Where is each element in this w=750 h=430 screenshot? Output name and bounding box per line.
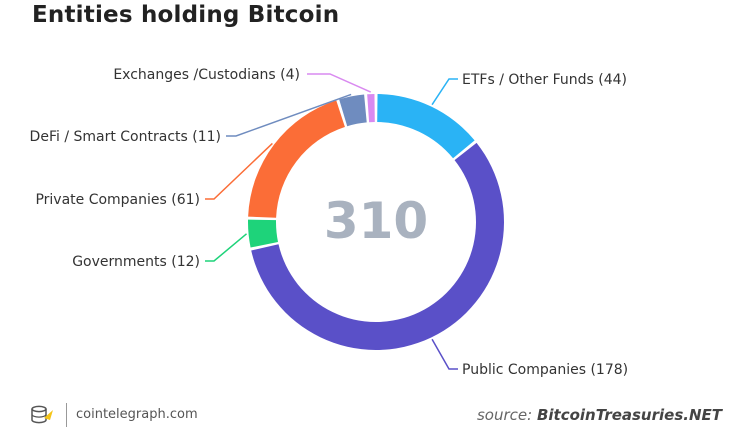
leader-private-companies xyxy=(205,142,273,200)
label-etfs-other-funds: ETFs / Other Funds (44) xyxy=(462,72,627,88)
slice-governments xyxy=(247,219,279,248)
leader-governments xyxy=(205,233,248,262)
slice-public-companies xyxy=(251,142,505,351)
leader-public-companies xyxy=(431,338,458,370)
leader-exchanges-custodians xyxy=(307,73,372,93)
source-name: BitcoinTreasuries.NET xyxy=(536,406,722,424)
cointelegraph-logo-icon xyxy=(31,405,53,424)
donut-slices xyxy=(247,94,505,351)
label-exchanges-custodians: Exchanges /Custodians (4) xyxy=(113,67,300,83)
label-public-companies: Public Companies (178) xyxy=(462,362,628,378)
slice-private-companies xyxy=(248,100,345,218)
chart-title: Entities holding Bitcoin xyxy=(32,2,340,28)
slice-etfs-other-funds xyxy=(377,94,475,159)
center-total: 310 xyxy=(324,192,428,250)
footer-site-link[interactable]: cointelegraph.com xyxy=(76,407,198,422)
label-governments: Governments (12) xyxy=(72,254,200,270)
label-private-companies: Private Companies (61) xyxy=(35,192,200,208)
slice-defi-smart-contracts xyxy=(339,94,367,127)
donut-chart: ETFs / Other Funds (44) Public Companies … xyxy=(30,67,629,378)
leader-etfs-other-funds xyxy=(431,78,458,106)
source-prefix: source: xyxy=(476,406,533,424)
footer-divider xyxy=(66,403,67,427)
leader-lines xyxy=(205,73,458,370)
slice-labels: ETFs / Other Funds (44) Public Companies … xyxy=(30,67,629,378)
leader-defi-smart-contracts xyxy=(226,93,352,137)
source-credit: source: BitcoinTreasuries.NET xyxy=(477,406,722,424)
label-defi-smart-contracts: DeFi / Smart Contracts (11) xyxy=(30,129,221,145)
slice-exchanges-custodians xyxy=(367,94,375,123)
